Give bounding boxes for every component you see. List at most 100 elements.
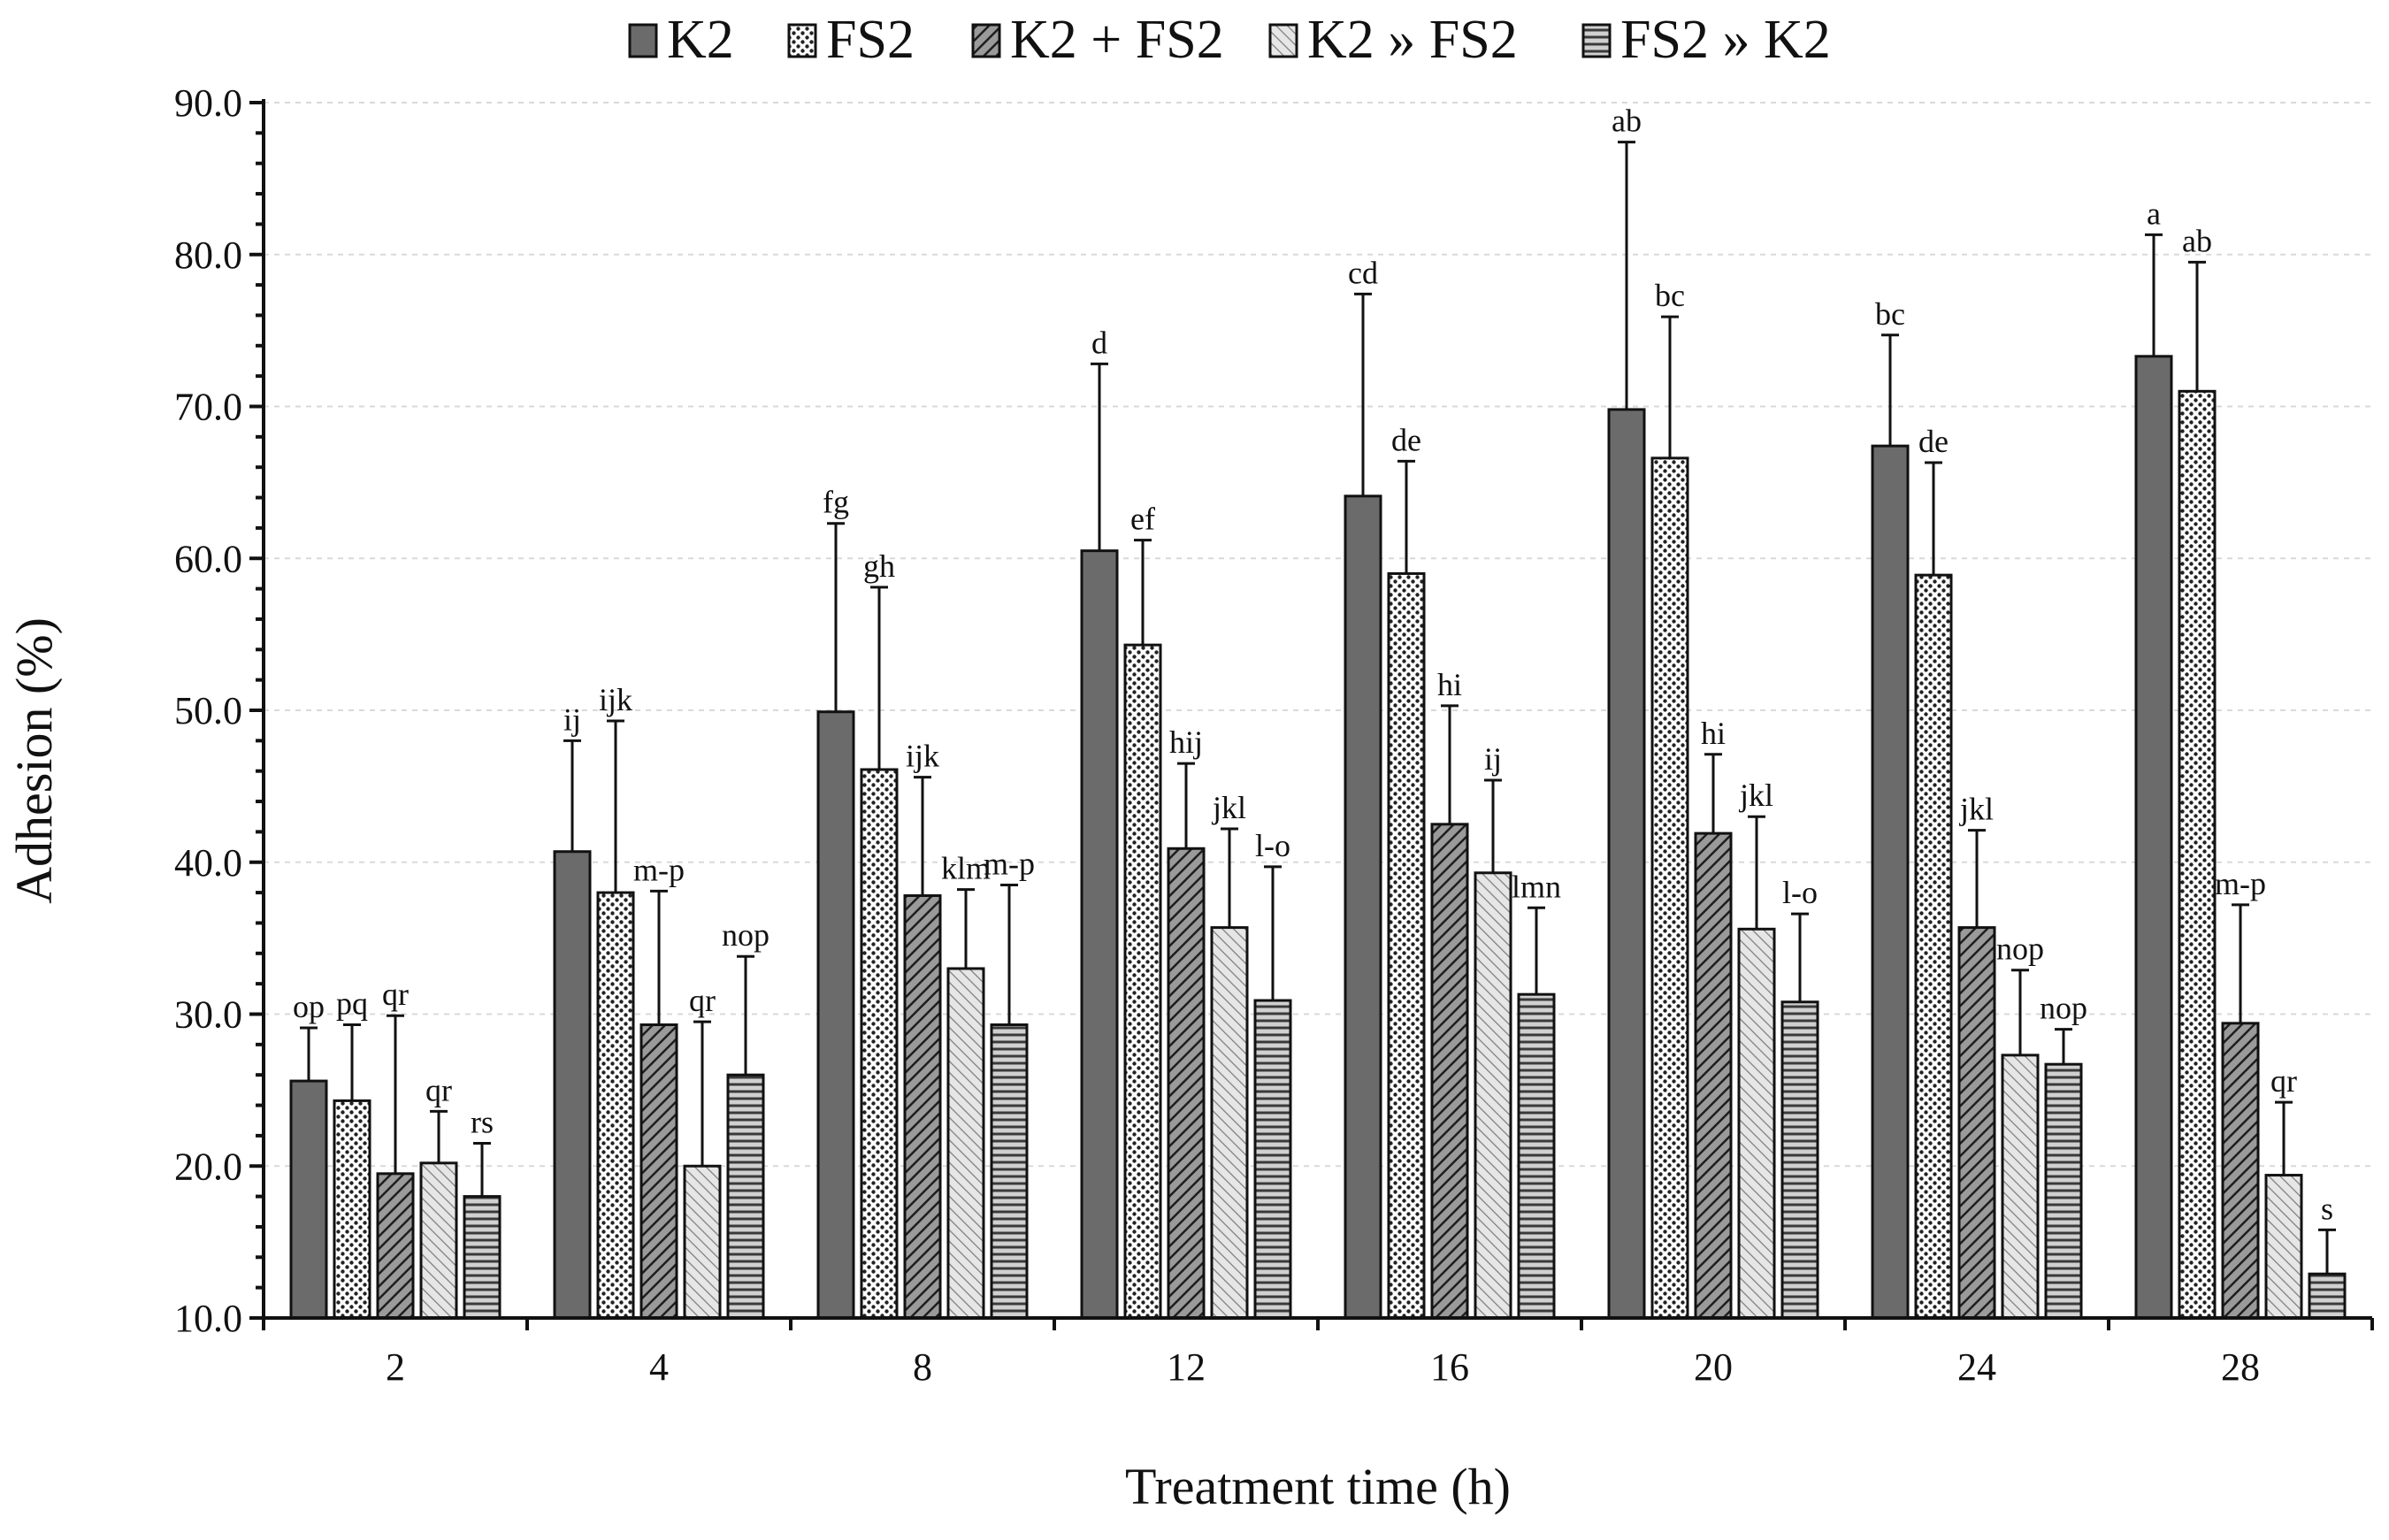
significance-label: nop bbox=[2040, 991, 2087, 1026]
legend-swatch-diag-dense bbox=[971, 23, 1001, 58]
significance-label: d bbox=[1091, 325, 1107, 360]
legend-swatch-solid bbox=[628, 23, 658, 58]
significance-label: de bbox=[1391, 422, 1421, 457]
y-axis-title: Adhesion (%) bbox=[5, 617, 63, 904]
bar-solid-8h bbox=[816, 710, 855, 1320]
bar-horizontal-20h bbox=[1780, 1000, 1819, 1320]
bars: op pq qrqrrsijijkm-pqrnopfgghijkklmm-pdefh… bbox=[289, 103, 2347, 1320]
x-tick-label: 2 bbox=[386, 1345, 405, 1389]
bar-solid-24h bbox=[1871, 444, 1910, 1320]
significance-label: hi bbox=[1437, 667, 1462, 702]
bar-horizontal-4h bbox=[726, 1073, 765, 1320]
bar-solid-20h bbox=[1607, 408, 1646, 1320]
bar-dots-4h bbox=[596, 891, 635, 1320]
bar-solid-12h bbox=[1080, 549, 1119, 1320]
significance-label: nop bbox=[722, 917, 770, 953]
x-tick-label: 12 bbox=[1167, 1345, 1206, 1389]
bar-diag-light-28h bbox=[2264, 1174, 2303, 1320]
bar-horizontal-8h bbox=[990, 1023, 1029, 1320]
x-tick-label: 8 bbox=[913, 1345, 932, 1389]
bar-diag-light-8h bbox=[946, 967, 985, 1320]
y-tick-label: 30.0 bbox=[174, 993, 242, 1037]
significance-label: ef bbox=[1130, 502, 1155, 537]
significance-label: qr bbox=[689, 983, 716, 1018]
bar-dots-20h bbox=[1650, 456, 1689, 1320]
bar-solid-16h bbox=[1344, 494, 1382, 1320]
x-tick-label: 16 bbox=[1430, 1345, 1469, 1389]
bar-diag-dense-28h bbox=[2221, 1022, 2260, 1320]
bar-dots-8h bbox=[860, 768, 899, 1320]
significance-label: lmn bbox=[1512, 869, 1561, 904]
bar-dots-2h bbox=[333, 1099, 371, 1320]
significance-label: pq bbox=[336, 986, 368, 1022]
significance-label: fg bbox=[823, 485, 849, 520]
significance-label: ijk bbox=[599, 682, 632, 717]
significance-label: hi bbox=[1701, 716, 1726, 751]
bar-dots-28h bbox=[2178, 389, 2217, 1320]
legend-label: K2 » FS2 bbox=[1307, 10, 1518, 70]
bar-diag-light-20h bbox=[1737, 927, 1776, 1320]
significance-label: qr bbox=[382, 977, 409, 1012]
significance-label: de bbox=[1918, 424, 1949, 459]
legend-swatch-horizontal bbox=[1581, 23, 1612, 58]
bar-diag-dense-4h bbox=[639, 1023, 678, 1320]
legend-swatch-dots bbox=[787, 23, 817, 58]
bar-diag-dense-16h bbox=[1430, 823, 1469, 1320]
bar-diag-light-4h bbox=[683, 1164, 722, 1320]
significance-label: jkl bbox=[1738, 778, 1773, 813]
bar-diag-light-16h bbox=[1474, 871, 1512, 1320]
bar-diag-light-12h bbox=[1210, 926, 1249, 1320]
significance-label: ij bbox=[563, 701, 581, 737]
significance-label: ij bbox=[1484, 741, 1502, 777]
significance-label: ijk bbox=[906, 739, 939, 774]
bar-diag-dense-24h bbox=[1957, 926, 1996, 1320]
significance-label: qr bbox=[425, 1072, 452, 1107]
y-tick-label: 40.0 bbox=[174, 841, 242, 885]
legend-label: K2 + FS2 bbox=[1010, 10, 1224, 70]
significance-label: jkl bbox=[1211, 790, 1246, 825]
x-axis-title: Treatment time (h) bbox=[1125, 1458, 1511, 1515]
y-tick-label: 80.0 bbox=[174, 234, 242, 277]
significance-label: s bbox=[2321, 1191, 2333, 1226]
significance-label: op bbox=[293, 989, 325, 1024]
y-tick-label: 20.0 bbox=[174, 1145, 242, 1188]
significance-label: ab bbox=[2182, 223, 2212, 258]
x-tick-label: 28 bbox=[2221, 1345, 2260, 1389]
significance-label: nop bbox=[1996, 931, 2044, 967]
significance-label: klm bbox=[941, 851, 991, 886]
y-tick-label: 70.0 bbox=[174, 386, 242, 429]
legend: K2 FS2 K2 + FS2 K2 » FS2 FS2 » K2 bbox=[628, 10, 1831, 70]
bar-horizontal-12h bbox=[1253, 999, 1292, 1320]
legend-swatch-diag-light bbox=[1268, 23, 1298, 58]
y-tick-label: 10.0 bbox=[174, 1297, 242, 1340]
significance-label: m-p bbox=[984, 847, 1035, 882]
x-tick-label: 4 bbox=[649, 1345, 669, 1389]
significance-label: hij bbox=[1169, 724, 1203, 760]
significance-label: ab bbox=[1612, 103, 1642, 139]
y-tick-label: 90.0 bbox=[174, 81, 242, 125]
significance-label: l-o bbox=[1782, 875, 1818, 910]
significance-label: m-p bbox=[633, 852, 685, 887]
x-tick-label: 20 bbox=[1694, 1345, 1733, 1389]
significance-label: rs bbox=[471, 1104, 494, 1139]
bar-horizontal-24h bbox=[2044, 1062, 2083, 1320]
significance-label: qr bbox=[2270, 1063, 2297, 1099]
bar-dots-12h bbox=[1123, 643, 1162, 1320]
x-tick-label: 24 bbox=[1957, 1345, 1996, 1389]
legend-label: FS2 » K2 bbox=[1620, 10, 1831, 70]
y-tick-label: 50.0 bbox=[174, 689, 242, 732]
bar-dots-24h bbox=[1914, 573, 1953, 1320]
bar-horizontal-16h bbox=[1517, 992, 1556, 1320]
bar-dots-16h bbox=[1387, 571, 1426, 1320]
legend-label: FS2 bbox=[826, 10, 915, 70]
bar-diag-dense-8h bbox=[903, 894, 942, 1320]
significance-label: gh bbox=[863, 548, 895, 584]
significance-label: jkl bbox=[1958, 792, 1994, 827]
legend-label: K2 bbox=[667, 10, 734, 70]
significance-label: l-o bbox=[1255, 828, 1290, 863]
significance-label: bc bbox=[1875, 296, 1905, 332]
significance-label: cd bbox=[1348, 255, 1378, 290]
bar-solid-4h bbox=[553, 850, 592, 1320]
